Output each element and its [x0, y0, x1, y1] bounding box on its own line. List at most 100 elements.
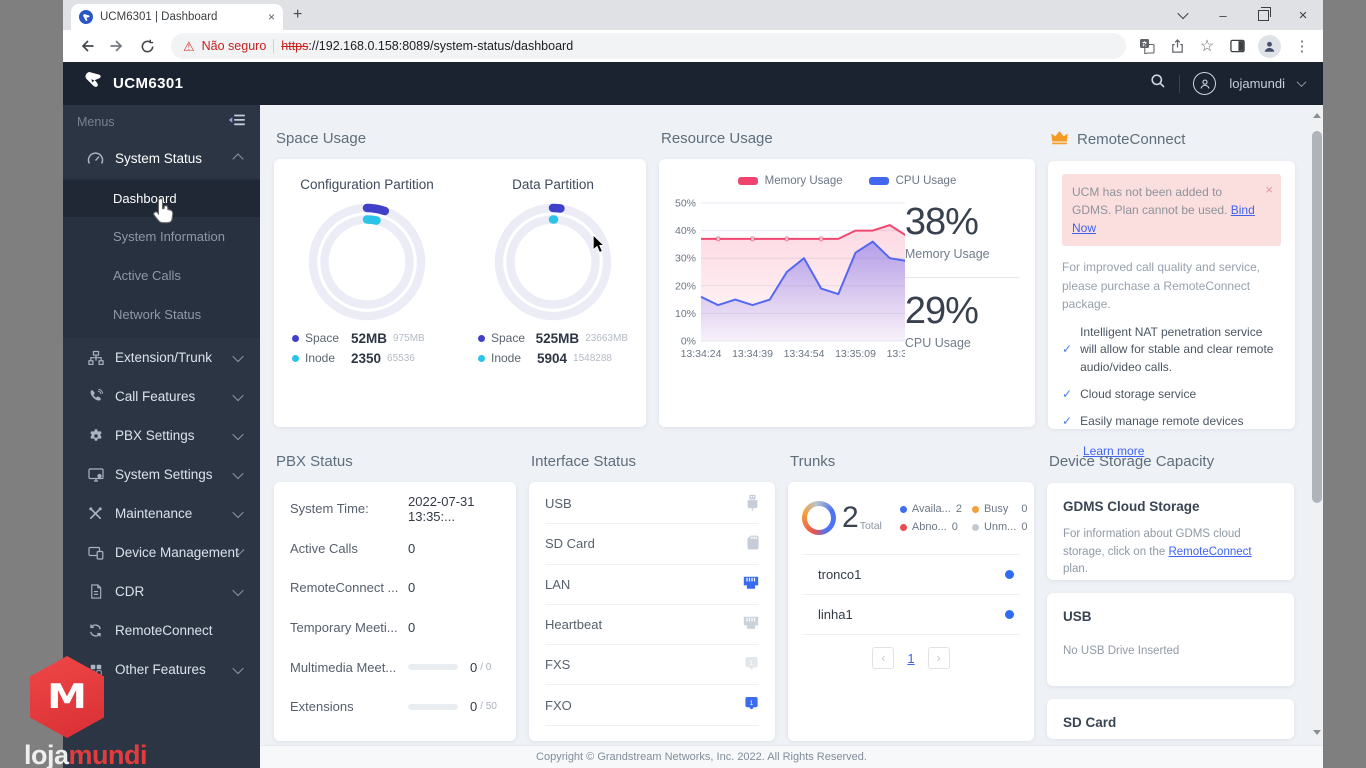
window-controls: – × — [1163, 0, 1323, 30]
url-scheme: https — [281, 39, 309, 53]
cpu-legend: CPU Usage — [868, 175, 956, 187]
close-window-button[interactable]: × — [1298, 6, 1308, 24]
resource-stats: 38% Memory Usage 29% CPU Usage — [904, 191, 1025, 427]
sidebar-item-label: PBX Settings — [115, 428, 195, 443]
svg-text:0%: 0% — [681, 336, 696, 348]
username[interactable]: lojamundi — [1229, 76, 1285, 91]
trunks-pagination: ‹ 1 › — [802, 647, 1020, 669]
minimize-button[interactable]: – — [1219, 7, 1227, 23]
chevron-up-icon — [232, 152, 244, 165]
status-dot — [1005, 610, 1014, 619]
page-url: https://192.168.0.158:8089/system-status… — [281, 39, 573, 53]
share-icon[interactable] — [1168, 37, 1186, 55]
legend-busy: Busy 0 — [971, 503, 1028, 515]
interface-label: FXS — [545, 657, 571, 673]
sidebar-item-call-features[interactable]: Call Features — [63, 377, 260, 416]
legend-value: 2 — [955, 503, 962, 515]
svg-text:30%: 30% — [675, 253, 696, 265]
ethernet-icon — [743, 616, 759, 633]
page-number[interactable]: 1 — [907, 650, 915, 666]
pbx-row-label: Multimedia Meet... — [290, 659, 397, 675]
sidebar-item-active-calls[interactable]: Active Calls — [63, 256, 260, 295]
scroll-up-arrow[interactable] — [1310, 109, 1323, 122]
sidebar-item-maintenance[interactable]: Maintenance — [63, 494, 260, 533]
gdms-alert: UCM has not been added to GDMS. Plan can… — [1062, 174, 1281, 246]
next-page-button[interactable]: › — [927, 647, 950, 669]
legend-label: Abno... — [911, 521, 947, 533]
svg-text:20%: 20% — [675, 280, 696, 292]
chevron-down-icon — [232, 467, 244, 479]
interface-row: LAN — [545, 565, 759, 605]
user-menu-chevron-icon[interactable] — [1296, 77, 1307, 88]
address-bar[interactable]: ⚠ Não seguro https://192.168.0.158:8089/… — [171, 33, 1126, 59]
sidebar-item-system-information[interactable]: System Information — [63, 217, 260, 256]
scrollbar-thumb[interactable] — [1311, 131, 1322, 503]
forward-button[interactable] — [105, 34, 129, 58]
cpu-usage-value: 29% — [904, 289, 979, 332]
new-tab-button[interactable]: + — [293, 6, 303, 23]
inode-bullet — [292, 354, 299, 362]
tab-search-icon[interactable] — [1163, 0, 1203, 30]
gauge-icon — [87, 150, 104, 167]
app-header: UCM6301 lojamundi — [63, 62, 1323, 105]
bookmark-star-icon[interactable]: ☆ — [1199, 38, 1215, 55]
available-bullet — [899, 505, 907, 513]
logo-text-loja: loja — [24, 740, 69, 768]
alert-close-icon[interactable]: × — [1265, 182, 1273, 197]
pbx-row-label: Active Calls — [290, 540, 358, 556]
side-panel-icon[interactable] — [1228, 37, 1246, 55]
sidebar-item-extension-trunk[interactable]: Extension/Trunk — [63, 338, 260, 377]
crown-icon — [1050, 130, 1069, 149]
gdms-cloud-storage-card: GDMS Cloud Storage For information about… — [1047, 483, 1294, 580]
sidebar-item-cdr[interactable]: CDR — [63, 572, 260, 611]
monitor-gear-icon — [87, 466, 104, 483]
sidebar-item-system-settings[interactable]: System Settings — [63, 455, 260, 494]
memory-swatch — [737, 177, 758, 185]
sidebar-item-dashboard[interactable]: Dashboard — [63, 180, 260, 217]
sidebar-item-label: Other Features — [115, 662, 206, 677]
sidebar-item-network-status[interactable]: Network Status — [63, 295, 260, 334]
restore-button[interactable] — [1243, 0, 1283, 30]
browser-tab[interactable]: UCM6301 | Dashboard × — [71, 4, 283, 30]
vertical-scrollbar[interactable] — [1310, 109, 1323, 739]
legend-label: Unm... — [983, 521, 1017, 533]
remoteconnect-card: UCM has not been added to GDMS. Plan can… — [1048, 161, 1295, 458]
collapse-menu-icon[interactable] — [228, 113, 246, 131]
memory-usage-value: 38% — [904, 201, 979, 243]
resource-usage-area-chart: 0% 10% 20% 30% 40% 50% 13:34:24 13:34:39 13:34:5… — [675, 198, 905, 360]
browser-menu-icon[interactable]: ⋮ — [1294, 38, 1310, 55]
configuration-partition-donut-chart — [308, 203, 426, 321]
learn-more-link[interactable]: Learn more — [1083, 443, 1145, 458]
legend-value: 0 — [1021, 503, 1028, 515]
pbx-row-value: 0 — [470, 699, 478, 715]
legend-row: Inode 2350 65536 — [292, 348, 442, 368]
sidebar-item-pbx-settings[interactable]: PBX Settings — [63, 416, 260, 455]
pbx-row-label: Temporary Meeti... — [290, 620, 398, 636]
user-avatar[interactable] — [1193, 72, 1217, 95]
pbx-row: RemoteConnect ... 0 — [290, 568, 500, 608]
remoteconnect-link[interactable]: RemoteConnect — [1168, 545, 1252, 558]
translate-icon[interactable] — [1138, 37, 1156, 55]
sidebar-item-system-status[interactable]: System Status — [63, 139, 260, 178]
chevron-down-icon — [232, 428, 244, 440]
prev-page-button[interactable]: ‹ — [872, 647, 895, 669]
search-icon[interactable] — [1150, 73, 1166, 94]
bind-now-link[interactable]: Bind Now — [1072, 203, 1255, 235]
svg-text:10%: 10% — [675, 308, 696, 320]
trunks-title: Trunks — [790, 453, 836, 470]
legend-label: Space — [491, 331, 526, 345]
sidebar-item-device-management[interactable]: Device Management — [63, 533, 260, 572]
interface-row: Heartbeat — [545, 605, 759, 646]
pbx-row-label: Extensions — [290, 699, 354, 715]
browser-profile-avatar[interactable] — [1258, 34, 1281, 58]
data-partition: Data Partition Space 525MB 23663MB — [460, 159, 646, 427]
back-button[interactable] — [75, 34, 99, 58]
scroll-down-arrow[interactable] — [1310, 726, 1323, 739]
interface-row: FXO 1 — [545, 685, 759, 726]
pbx-row: Extensions 0 / 50 — [290, 687, 500, 727]
sidebar-item-remoteconnect[interactable]: RemoteConnect — [63, 611, 260, 650]
tab-close-icon[interactable]: × — [267, 10, 275, 24]
sidebar-item-label: System Status — [115, 151, 203, 166]
reload-button[interactable] — [135, 34, 159, 58]
check-icon: ✓ — [1062, 414, 1073, 429]
